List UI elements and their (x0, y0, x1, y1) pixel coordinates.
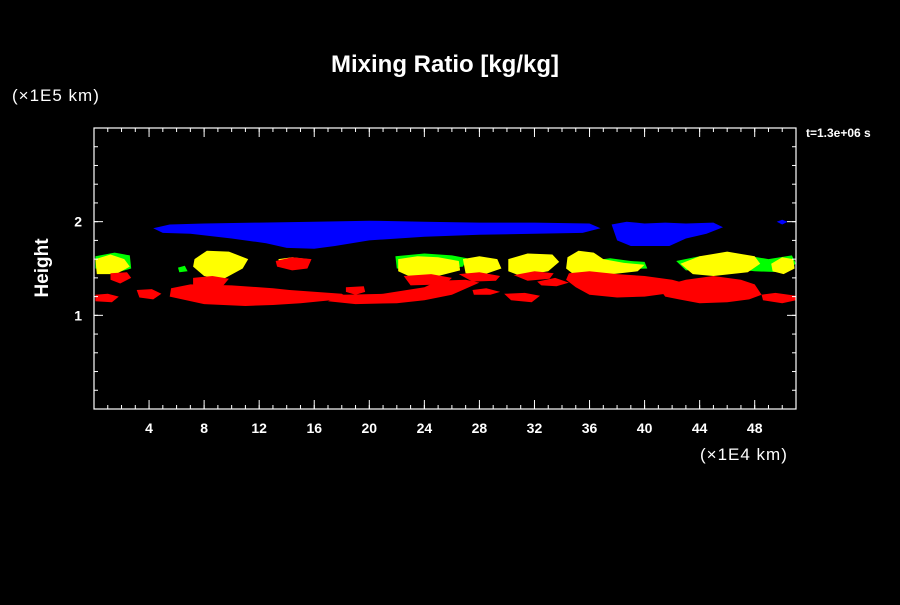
x-tick-label: 24 (417, 420, 433, 436)
region-yellow-6 (508, 253, 560, 276)
x-tick-label: 12 (251, 420, 267, 436)
y-unit-label: (×1E5 km) (12, 86, 100, 105)
x-tick-label: 8 (200, 420, 208, 436)
mixing-ratio-regions (95, 219, 796, 306)
region-yellow-7 (566, 250, 645, 276)
region-red-3 (136, 289, 162, 300)
region-blue-speck (776, 219, 788, 225)
region-red-8 (328, 279, 480, 305)
y-tick-label: 2 (74, 214, 82, 230)
region-red-12 (513, 271, 554, 281)
x-tick-label: 40 (637, 420, 653, 436)
region-yellow-8 (680, 251, 761, 276)
region-red-9 (403, 274, 452, 286)
region-red-6 (169, 284, 349, 306)
region-red-13 (537, 277, 569, 287)
region-yellow-2 (193, 250, 249, 280)
region-red-17 (472, 288, 501, 295)
region-red-7 (345, 286, 366, 295)
y-axis-title: Height (32, 238, 53, 298)
x-tick-label: 16 (306, 420, 322, 436)
region-green-w2 (178, 265, 188, 273)
region-yellow-4 (398, 256, 461, 277)
time-label: t=1.3e+06 s (806, 126, 871, 140)
region-red-10 (458, 272, 501, 282)
region-yellow-5 (462, 256, 502, 276)
x-tick-label: 48 (747, 420, 763, 436)
chart-title: Mixing Ratio [kg/kg] (331, 51, 559, 78)
region-red-11 (504, 292, 540, 303)
region-red-2 (95, 293, 119, 303)
region-blue-layer-east (611, 221, 723, 246)
plot-frame (93, 127, 797, 410)
x-tick-label: 28 (472, 420, 488, 436)
region-red-15 (658, 276, 762, 304)
x-tick-label: 20 (362, 420, 378, 436)
region-red-4 (193, 276, 229, 288)
region-yellow-9 (771, 257, 795, 275)
region-red-14 (566, 271, 686, 298)
x-unit-label: (×1E4 km) (700, 445, 788, 464)
region-blue-layer-main (153, 220, 601, 249)
region-red-1 (110, 272, 132, 284)
x-tick-label: 4 (145, 420, 153, 436)
x-tick-label: 44 (692, 420, 708, 436)
region-yellow-1 (95, 254, 130, 275)
y-tick-label: 1 (74, 307, 82, 323)
region-red-5 (275, 257, 312, 271)
x-tick-label: 32 (527, 420, 543, 436)
x-tick-label: 36 (582, 420, 598, 436)
region-red-16 (761, 292, 796, 304)
